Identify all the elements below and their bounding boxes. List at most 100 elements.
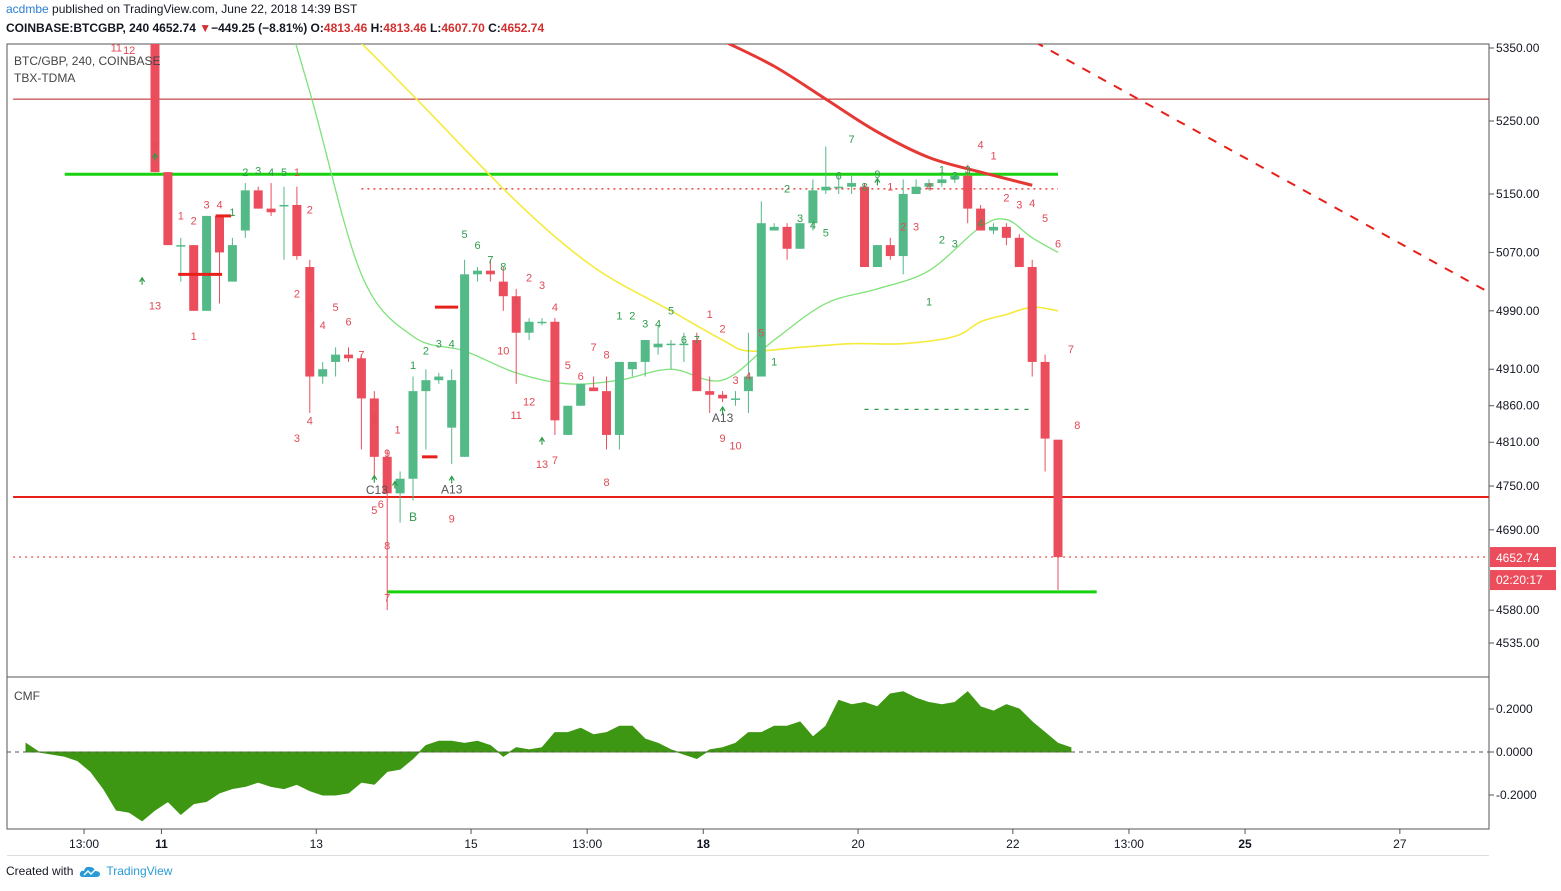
- count-label: 10: [497, 346, 509, 358]
- candle: [847, 175, 857, 195]
- cmf-label: CMF: [14, 689, 40, 703]
- candle-body: [460, 274, 470, 457]
- time-tick-label: 18: [697, 837, 711, 851]
- candle-body: [963, 175, 973, 209]
- candle-body: [666, 343, 676, 346]
- candle: [331, 347, 341, 377]
- count-label: 11: [510, 410, 521, 422]
- candle: [227, 237, 237, 282]
- candle-body: [215, 215, 224, 253]
- candle: [344, 347, 353, 362]
- time-tick-label: 27: [1393, 837, 1407, 851]
- candle: [834, 175, 844, 195]
- candle: [627, 361, 637, 377]
- count-label: 6: [1055, 238, 1061, 250]
- count-label: 1: [513, 295, 519, 307]
- count-label: 2: [629, 311, 635, 323]
- count-label: 1: [707, 309, 713, 321]
- candle: [937, 175, 947, 187]
- count-label: 1: [939, 165, 945, 177]
- author-link[interactable]: acdmbe: [6, 2, 49, 16]
- count-label: 6: [681, 335, 687, 347]
- candle-body: [421, 380, 431, 392]
- count-label: 5: [1042, 213, 1048, 225]
- countdown-label: 02:20:17: [1496, 573, 1543, 587]
- candle: [215, 215, 224, 304]
- count-label: 12: [523, 397, 535, 409]
- count-label: 5: [462, 229, 468, 241]
- time-tick-label: 15: [464, 837, 478, 851]
- candle: [924, 179, 934, 191]
- candle-body: [331, 354, 341, 362]
- symbol-label: COINBASE:BTCGBP, 240: [6, 21, 150, 35]
- count-label: 1: [178, 211, 184, 223]
- count-label: 3: [255, 165, 261, 177]
- candle-body: [885, 245, 895, 257]
- count-label: 9: [152, 141, 158, 153]
- indicator-label: TBX-TDMA: [14, 71, 75, 85]
- candle: [266, 183, 276, 216]
- candle: [718, 391, 728, 403]
- candle-body: [150, 44, 160, 173]
- time-tick-label: 13: [310, 837, 324, 851]
- low-label: L:: [430, 21, 442, 35]
- last-price-label: 4652.74: [1496, 551, 1540, 565]
- candle-body: [653, 343, 663, 348]
- count-label: 4: [268, 167, 274, 179]
- candle-body: [1053, 439, 1063, 558]
- candle-body: [227, 245, 237, 282]
- candle: [447, 369, 457, 465]
- count-label: 4: [745, 371, 751, 383]
- tradingview-link[interactable]: TradingView: [79, 864, 172, 878]
- count-label: 6: [378, 499, 384, 511]
- quote-bar: COINBASE:BTCGBP, 240 4652.74 ▼−449.25 (−…: [6, 21, 544, 35]
- count-label: 1: [990, 151, 996, 163]
- candle-body: [563, 405, 573, 435]
- time-tick-label: 13:00: [572, 837, 602, 851]
- price-tick-label: 4750.00: [1496, 479, 1540, 493]
- candle: [602, 376, 611, 450]
- count-label: 3: [732, 375, 738, 387]
- candle: [589, 376, 599, 392]
- count-label: 1: [926, 297, 932, 309]
- candle-body: [292, 204, 302, 257]
- candle-body: [911, 186, 921, 195]
- candle-body: [795, 223, 805, 249]
- annotation-label: A13: [712, 411, 734, 425]
- chart-area[interactable]: 11 12 9 13 1 2 3 4 1 1 2 3 4 5 1 2 2 3 4 5 6 7 8 9 4 3 5 6 8 7 1 1 2 3 4 5 6…: [0, 38, 1561, 856]
- candle-body: [731, 398, 740, 400]
- high-label: H:: [370, 21, 384, 35]
- time-tick-label: 13:00: [69, 837, 99, 851]
- candle: [769, 223, 779, 231]
- candle-body: [640, 340, 650, 362]
- candle-body: [602, 391, 611, 435]
- count-label: 13: [149, 300, 161, 312]
- buy-arrow-icon: [391, 480, 398, 489]
- close-value: 4652.74: [500, 21, 545, 35]
- axes: 4535.004580.004690.004750.004810.004860.…: [69, 41, 1556, 851]
- count-label: 6: [345, 316, 351, 328]
- candle-body: [821, 186, 831, 191]
- count-label: 3: [307, 302, 313, 314]
- candle: [731, 391, 740, 406]
- buy-arrow-icon: [371, 474, 378, 483]
- candle: [202, 215, 212, 311]
- candle-body: [447, 380, 457, 428]
- candle-body: [847, 183, 857, 187]
- candle: [614, 361, 624, 450]
- candle-body: [240, 190, 250, 231]
- candle-body: [872, 245, 882, 268]
- candle: [872, 245, 882, 268]
- buy-arrow-icon: [874, 177, 881, 186]
- buy-arrow-icon: [151, 152, 159, 161]
- created-with-text: Created with: [6, 864, 74, 878]
- candle: [550, 318, 560, 435]
- count-label: 7: [849, 134, 855, 146]
- price-tick-label: 4580.00: [1496, 603, 1540, 617]
- count-label: 1: [616, 311, 622, 323]
- count-label: 10: [729, 441, 741, 453]
- price-tick-label: 5150.00: [1496, 187, 1540, 201]
- count-label: 2: [1003, 192, 1009, 204]
- count-label: 4: [810, 220, 816, 232]
